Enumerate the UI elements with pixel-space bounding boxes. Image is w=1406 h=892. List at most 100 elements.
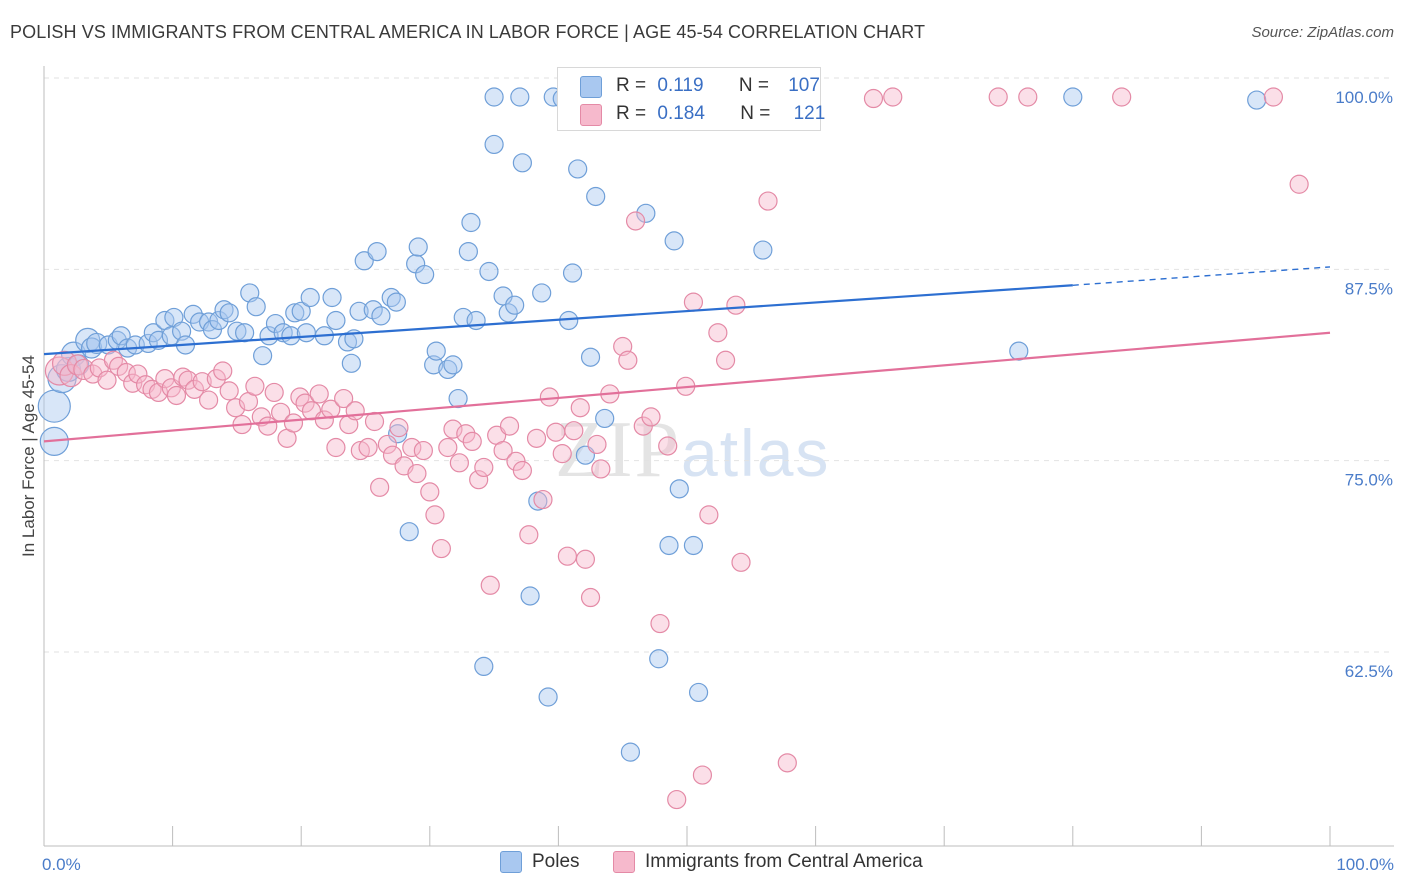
- data-point: [777, 753, 797, 773]
- data-point: [1289, 174, 1309, 194]
- legend-item-central-america[interactable]: Immigrants from Central America: [613, 851, 923, 873]
- data-point: [683, 292, 704, 312]
- data-point: [415, 264, 435, 285]
- watermark-zip: ZIP: [555, 406, 681, 494]
- data-point: [326, 310, 346, 331]
- legend-swatch-central-america: [580, 104, 602, 126]
- data-point: [184, 379, 205, 399]
- scatter-points: [37, 87, 1309, 810]
- data-point: [587, 434, 607, 455]
- data-point: [209, 310, 229, 331]
- data-point: [688, 682, 709, 703]
- data-point: [753, 240, 773, 260]
- data-point: [296, 323, 316, 343]
- data-point: [1263, 87, 1284, 107]
- data-point: [448, 388, 468, 409]
- legend-swatch-central-america: [613, 851, 635, 873]
- data-point: [377, 434, 397, 455]
- data-point: [505, 295, 525, 315]
- trend-line: [43, 331, 1331, 443]
- data-point: [564, 421, 584, 441]
- data-point: [552, 444, 572, 464]
- legend-n-value: 121: [793, 103, 826, 124]
- data-point: [620, 742, 641, 762]
- data-point: [456, 424, 476, 444]
- legend-item-poles[interactable]: Poles: [500, 851, 580, 873]
- data-point: [641, 407, 661, 427]
- data-point: [557, 546, 578, 566]
- data-point: [1247, 90, 1267, 110]
- data-point: [458, 241, 478, 262]
- data-point: [322, 287, 342, 308]
- data-point: [580, 347, 601, 367]
- data-point: [479, 261, 499, 282]
- legend-r-value: 0.119: [657, 75, 704, 96]
- series-poles: [37, 87, 1267, 762]
- data-point: [570, 398, 590, 418]
- data-point: [283, 413, 304, 433]
- data-point: [111, 326, 131, 346]
- data-point: [499, 416, 520, 436]
- data-point: [438, 437, 458, 458]
- legend-label-poles: Poles: [532, 851, 580, 872]
- data-point: [443, 419, 463, 439]
- data-point: [586, 186, 606, 207]
- y-tick-label: 62.5%: [1345, 662, 1393, 681]
- data-point: [520, 586, 540, 606]
- data-point: [389, 418, 409, 438]
- y-tick-label: 75.0%: [1345, 471, 1393, 490]
- x-tick-label: 100.0%: [1336, 855, 1394, 874]
- data-point: [708, 323, 728, 343]
- y-axis-label: In Labor Force | Age 45-54: [19, 355, 38, 557]
- data-point: [334, 388, 354, 409]
- data-point: [183, 304, 203, 324]
- data-point: [539, 387, 559, 407]
- data-point: [349, 301, 369, 321]
- data-point: [371, 306, 391, 326]
- data-point: [726, 295, 746, 315]
- data-point: [988, 87, 1008, 107]
- data-point: [235, 323, 255, 343]
- legend-swatch-poles: [580, 76, 602, 98]
- data-point: [367, 241, 387, 262]
- data-point: [699, 505, 719, 525]
- data-point: [568, 159, 588, 179]
- data-point: [510, 87, 530, 107]
- data-point: [863, 88, 884, 109]
- data-point: [350, 440, 370, 461]
- legend-r-label: R =: [616, 75, 647, 96]
- data-point: [484, 134, 504, 155]
- data-point: [290, 387, 310, 407]
- data-point: [562, 263, 583, 283]
- data-point: [285, 303, 305, 323]
- data-point: [426, 341, 446, 361]
- chart-title: POLISH VS IMMIGRANTS FROM CENTRAL AMERIC…: [10, 22, 926, 42]
- data-point: [103, 350, 124, 370]
- data-point: [370, 477, 390, 497]
- data-point: [474, 457, 494, 478]
- data-point: [883, 87, 903, 107]
- legend-r-value: 0.184: [657, 103, 705, 124]
- data-point: [364, 411, 385, 432]
- data-point: [192, 372, 212, 392]
- data-point: [345, 401, 365, 421]
- data-point: [173, 367, 193, 387]
- data-point: [650, 613, 670, 634]
- data-point: [462, 431, 482, 451]
- data-point: [692, 765, 713, 785]
- data-point: [219, 381, 239, 401]
- trend-line-extension: [1072, 266, 1331, 286]
- data-point: [1112, 87, 1132, 107]
- data-point: [206, 369, 226, 389]
- data-point: [480, 575, 500, 595]
- data-point: [213, 361, 233, 381]
- data-point: [246, 297, 266, 317]
- data-point: [526, 428, 547, 448]
- data-point: [1018, 87, 1038, 107]
- data-point: [386, 292, 406, 312]
- data-point: [636, 203, 656, 223]
- y-tick-label: 100.0%: [1335, 88, 1393, 107]
- data-point: [281, 326, 301, 346]
- legend-swatch-poles: [500, 851, 522, 873]
